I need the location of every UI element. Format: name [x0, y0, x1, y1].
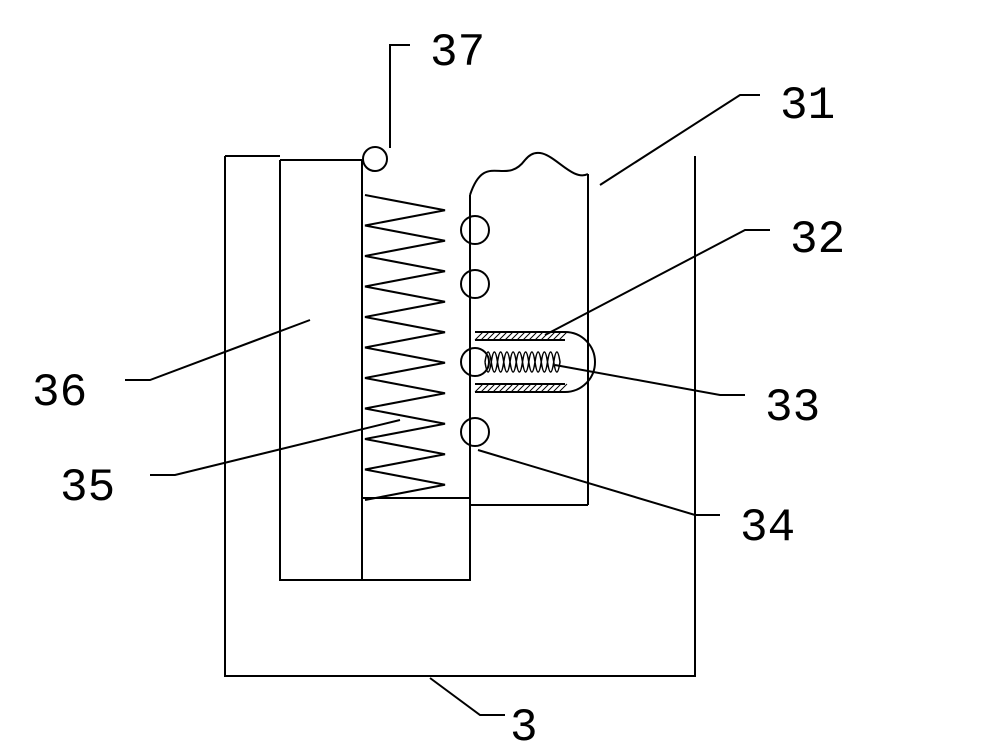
- leader-31: [600, 95, 760, 185]
- leader-33: [555, 365, 745, 395]
- leader-32: [545, 230, 770, 335]
- label-35: 35: [60, 462, 115, 514]
- leader-36: [125, 320, 310, 380]
- label-3: 3: [510, 702, 538, 745]
- label-37: 37: [430, 27, 485, 79]
- label-34: 34: [740, 502, 795, 554]
- label-36: 36: [32, 367, 87, 419]
- leader-37: [390, 45, 410, 148]
- leader-3: [430, 678, 505, 715]
- label-33: 33: [765, 382, 820, 434]
- label-32: 32: [790, 214, 845, 266]
- label-31: 31: [780, 80, 835, 132]
